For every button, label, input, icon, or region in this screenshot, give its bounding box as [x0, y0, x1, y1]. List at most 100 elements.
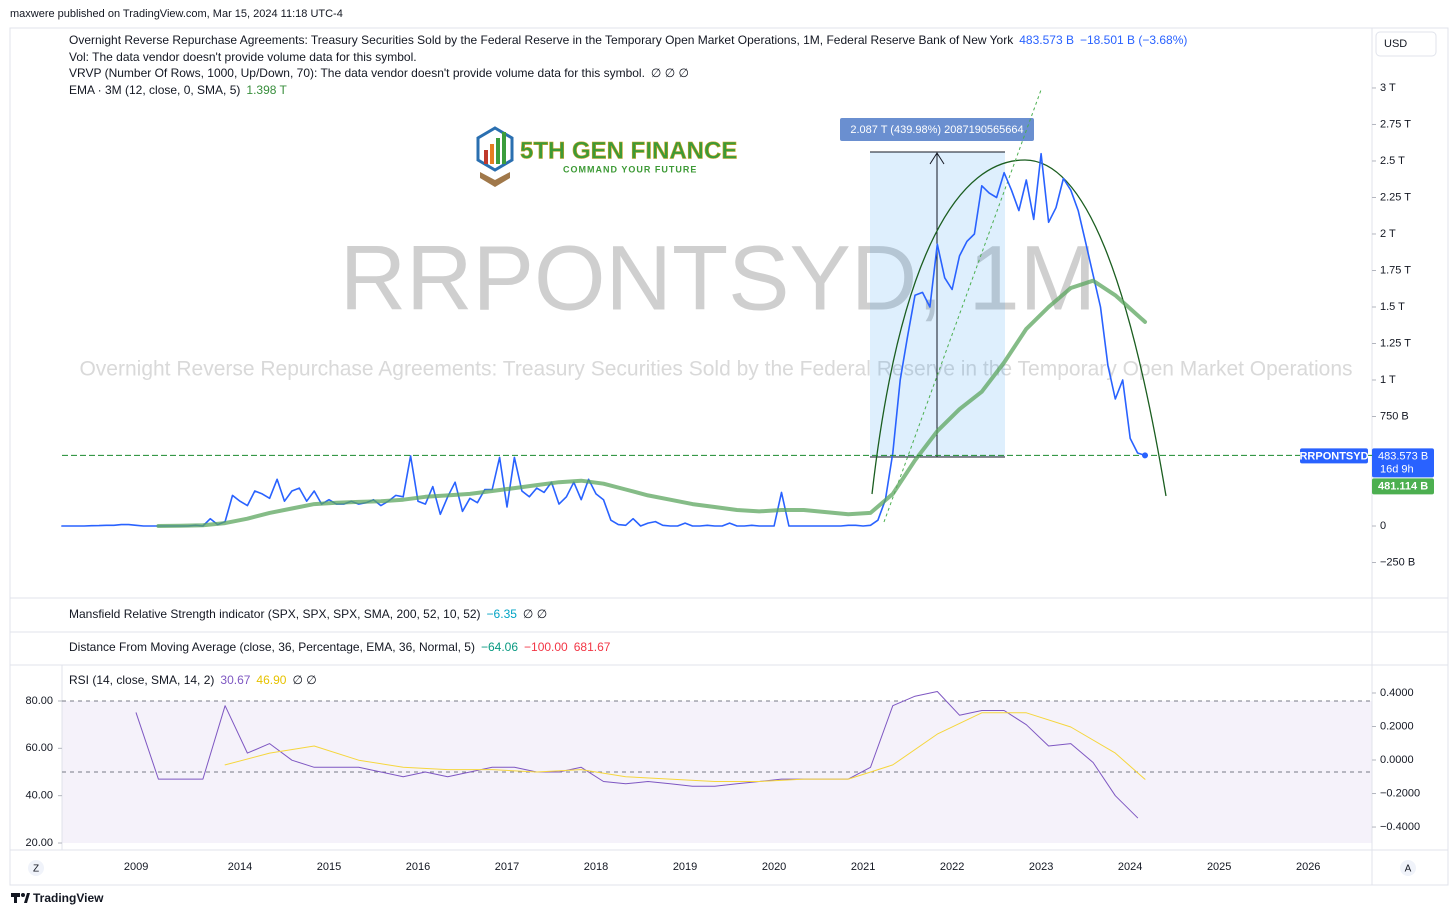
legend-ema: EMA · 3M (12, close, 0, SMA, 5) 1.398 T	[69, 83, 288, 97]
x-tick-label: 2014	[228, 861, 252, 873]
y-tick-label: −250 B	[1380, 556, 1415, 568]
measure-label: 2.087 T (439.98%) 2087190565664	[850, 124, 1023, 136]
trend-line	[883, 89, 1042, 523]
y-tick-label: 3 T	[1380, 82, 1396, 94]
scale-button[interactable]	[1400, 860, 1416, 876]
x-tick-label: 2017	[495, 861, 519, 873]
legend-change: −18.501 B (−3.68%)	[1080, 33, 1187, 47]
legend-rsi-sma: 46.90	[256, 673, 286, 687]
legend-mansfield-value: −6.35	[487, 607, 518, 621]
logo: 5TH GEN FINANCE COMMAND YOUR FUTURE	[476, 126, 738, 187]
x-tick-label: 2022	[940, 861, 964, 873]
x-tick-label: 2016	[406, 861, 430, 873]
y-tick-label: 1 T	[1380, 374, 1396, 386]
y2-tick-label: −0.2000	[1380, 787, 1420, 799]
y-tick-label: 20.00	[25, 837, 53, 849]
x-tick-label: 2015	[317, 861, 341, 873]
watermark-title: RRPONTSYD, 1M	[340, 227, 1097, 329]
legend-vol: Vol: The data vendor doesn't provide vol…	[69, 50, 417, 64]
footer-logo-mark	[21, 893, 25, 897]
x-tick-label: 2019	[673, 861, 697, 873]
scale-button-label[interactable]: Z	[33, 864, 39, 875]
legend-distance-v1: −64.06	[481, 640, 518, 654]
logo-base	[480, 172, 510, 187]
x-tick-label: 2021	[851, 861, 875, 873]
symbol-tag	[1300, 448, 1368, 464]
y2-tick-label: 0.4000	[1380, 687, 1414, 699]
y-tick-label: 0	[1380, 520, 1386, 532]
parabola-drawing	[871, 159, 1167, 497]
scale-button-label[interactable]: A	[1405, 864, 1412, 875]
legend-title: Overnight Reverse Repurchase Agreements:…	[69, 33, 1014, 47]
legend-mansfield-name: Mansfield Relative Strength indicator (S…	[69, 607, 481, 621]
y-tick-label: 750 B	[1380, 410, 1409, 422]
y-tick-label: 2.75 T	[1380, 118, 1411, 130]
logo-name: 5TH GEN FINANCE	[520, 137, 737, 164]
series-line	[61, 152, 1146, 527]
secondary-tag-label: 481.114 B	[1378, 480, 1428, 492]
series-line	[135, 691, 1139, 819]
x-tick-label: 2026	[1296, 861, 1320, 873]
legend-ema-name: EMA · 3M (12, close, 0, SMA, 5)	[69, 83, 240, 97]
x-tick-label: 2024	[1118, 861, 1142, 873]
footer-logo-mark	[24, 893, 30, 903]
logo-bar	[484, 150, 488, 164]
y2-tick-label: 0.0000	[1380, 754, 1414, 766]
logo-bar	[490, 144, 494, 164]
legend-main: Overnight Reverse Repurchase Agreements:…	[69, 33, 1187, 47]
x-tick-label: 2018	[584, 861, 608, 873]
legend-distance-name: Distance From Moving Average (close, 36,…	[69, 640, 475, 654]
price-tag-label: 483.573 B	[1378, 450, 1428, 462]
y-tick-label: 2.5 T	[1380, 155, 1405, 167]
legend-distance-v3: 681.67	[574, 640, 611, 654]
logo-bar	[496, 138, 500, 164]
y2-tick-label: −0.4000	[1380, 821, 1420, 833]
logo-hex	[476, 126, 514, 172]
legend-vrvp: VRVP (Number Of Rows, 1000, Up/Down, 70)…	[69, 66, 689, 80]
legend-vrvp-text: VRVP (Number Of Rows, 1000, Up/Down, 70)…	[69, 66, 645, 80]
secondary-tag	[1372, 478, 1434, 495]
currency-label[interactable]: USD	[1384, 38, 1407, 50]
currency-button[interactable]	[1375, 31, 1437, 57]
measure-label-box	[840, 118, 1034, 141]
y-tick-label: 80.00	[25, 695, 53, 707]
series-line	[224, 712, 1146, 782]
y-tick-label: 1.75 T	[1380, 264, 1411, 276]
symbol-tag-label: RRPONTSYD	[1299, 450, 1368, 462]
legend-rsi-value: 30.67	[220, 673, 250, 687]
x-tick-label: 2020	[762, 861, 786, 873]
y-tick-label: 40.00	[25, 790, 53, 802]
watermark-subtitle: Overnight Reverse Repurchase Agreements:…	[79, 358, 1352, 381]
last-point	[1142, 452, 1148, 459]
legend-last: 483.573 B	[1019, 33, 1074, 47]
x-tick-label: 2009	[124, 861, 148, 873]
x-tick-label: 2025	[1207, 861, 1231, 873]
header-text: maxwere published on TradingView.com, Ma…	[10, 8, 343, 20]
logo-tagline: COMMAND YOUR FUTURE	[563, 164, 697, 174]
legend-rsi-extra: ∅ ∅	[292, 673, 316, 687]
y-tick-label: 1.5 T	[1380, 301, 1405, 313]
legend-mansfield-extra: ∅ ∅	[523, 607, 547, 621]
series-line	[156, 278, 1147, 528]
y-tick-label: 1.25 T	[1380, 337, 1411, 349]
y-tick-label: 2.25 T	[1380, 191, 1411, 203]
legend-rsi: RSI (14, close, SMA, 14, 2) 30.67 46.90 ∅ ∅	[69, 673, 317, 687]
legend-distance: Distance From Moving Average (close, 36,…	[69, 640, 611, 654]
footer-logo-mark	[14, 893, 17, 903]
legend-ema-last: 1.398 T	[246, 83, 287, 97]
logo-bar	[502, 132, 506, 164]
chart-frame	[9, 27, 1449, 886]
y-tick-label: 2 T	[1380, 228, 1396, 240]
legend-rsi-name: RSI (14, close, SMA, 14, 2)	[69, 673, 214, 687]
footer-logo	[11, 893, 30, 903]
legend-mansfield: Mansfield Relative Strength indicator (S…	[69, 607, 547, 621]
x-tick-label: 2023	[1029, 861, 1053, 873]
y2-tick-label: 0.2000	[1380, 720, 1414, 732]
footer-brand: TradingView	[33, 891, 104, 905]
legend-distance-v2: −100.00	[524, 640, 568, 654]
scale-button[interactable]	[28, 860, 44, 876]
legend-vrvp-values: ∅ ∅ ∅	[651, 66, 689, 80]
